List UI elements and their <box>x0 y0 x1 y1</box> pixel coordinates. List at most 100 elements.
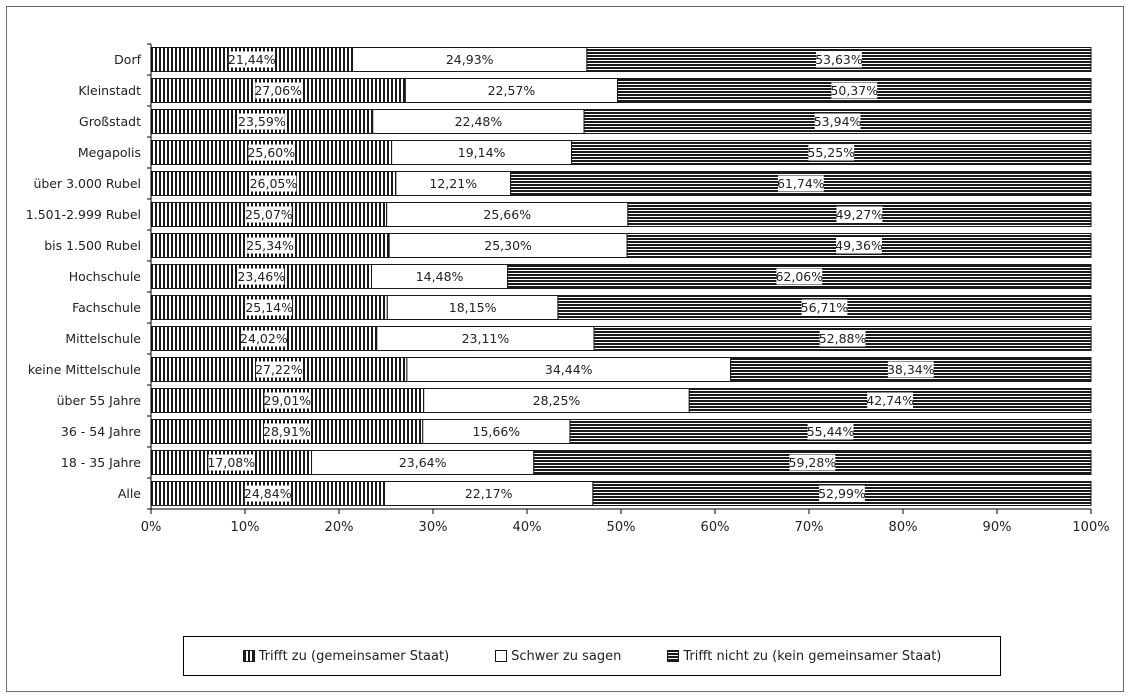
data-label: 23,46% <box>237 269 285 284</box>
data-label-bg <box>238 268 285 285</box>
category-label: über 55 Jahre <box>57 393 142 408</box>
data-label: 49,36% <box>835 238 883 253</box>
data-label-bg <box>228 51 275 68</box>
data-label: 14,48% <box>416 269 464 284</box>
data-label: 53,63% <box>815 52 863 67</box>
data-label: 52,88% <box>819 331 867 346</box>
data-label: 26,05% <box>250 176 298 191</box>
bar-segment <box>352 47 588 72</box>
data-label: 25,14% <box>245 300 293 315</box>
data-label: 25,07% <box>245 207 293 222</box>
legend-label: Schwer zu sagen <box>511 648 622 664</box>
category-label: bis 1.500 Rubel <box>44 238 141 253</box>
data-label-bg <box>248 144 295 161</box>
data-label: 27,22% <box>255 362 303 377</box>
bar-segment <box>376 326 595 351</box>
data-label-bg <box>246 299 293 316</box>
category-label: Kleinstadt <box>78 83 141 98</box>
data-label: 50,37% <box>830 83 878 98</box>
data-labels-group: 21,44% 24,93% 53,63% 27,06% 22,57% 50,37% 23,5… <box>207 51 935 502</box>
legend-item: Schwer zu sagen <box>495 649 621 664</box>
data-label-bg <box>776 268 823 285</box>
data-label: 22,57% <box>488 83 536 98</box>
legend-label: Trifft zu (gemeinsamer Staat) <box>258 648 450 664</box>
data-label-bg <box>807 423 854 440</box>
data-label: 21,44% <box>228 52 276 67</box>
axes-group: Dorf Kleinstadt Großstadt Megapolis über 3.0… <box>26 43 1110 535</box>
x-tick-label: 80% <box>889 520 918 535</box>
data-label-bg <box>816 51 862 68</box>
legend: Trifft zu (gemeinsamer Staat) Schwer zu s… <box>183 636 1001 676</box>
data-label-bg <box>819 485 865 502</box>
data-label: 22,17% <box>465 486 513 501</box>
data-label-bg <box>263 423 310 440</box>
stacked-bar-chart: 21,44% 24,93% 53,63% 27,06% 22,57% 50,37% 23,5… <box>26 43 1110 535</box>
data-label-bg <box>255 82 302 99</box>
x-tick-label: 70% <box>795 520 824 535</box>
data-label-bg <box>836 237 882 254</box>
bar-segment <box>372 109 585 134</box>
data-label: 25,66% <box>483 207 531 222</box>
category-label: Alle <box>118 486 141 501</box>
data-label: 34,44% <box>545 362 593 377</box>
legend-item: Trifft nicht zu (kein gemeinsamer Staat) <box>667 649 941 664</box>
data-label-bg <box>256 361 302 378</box>
data-label: 18,15% <box>449 300 497 315</box>
x-tick-label: 60% <box>701 520 730 535</box>
category-label: 1.501-2.999 Rubel <box>26 207 141 222</box>
data-label: 59,28% <box>789 455 837 470</box>
data-label-bg <box>245 206 292 223</box>
data-label: 23,11% <box>462 331 510 346</box>
data-label-bg <box>240 330 287 347</box>
data-label-bg <box>801 299 848 316</box>
data-label-bg <box>208 454 255 471</box>
bar-segment <box>311 450 535 475</box>
data-label-bg <box>867 392 914 409</box>
data-label-bg <box>789 454 836 471</box>
bar-segment <box>404 78 619 103</box>
data-label: 62,06% <box>775 269 823 284</box>
legend-swatch <box>495 650 508 662</box>
category-label: keine Mittelschule <box>28 362 141 377</box>
data-label: 52,99% <box>818 486 866 501</box>
chart-frame: 21,44% 24,93% 53,63% 27,06% 22,57% 50,37% 23,5… <box>6 6 1124 692</box>
data-label: 24,84% <box>244 486 292 501</box>
data-label: 29,01% <box>264 393 312 408</box>
bar-segment <box>371 264 509 289</box>
data-label: 23,64% <box>399 455 447 470</box>
category-label: Großstadt <box>79 114 141 129</box>
legend-item: Trifft zu (gemeinsamer Staat) <box>242 648 450 664</box>
data-label: 12,21% <box>429 176 477 191</box>
data-label: 17,08% <box>207 455 255 470</box>
data-label-bg <box>808 144 855 161</box>
data-label: 56,71% <box>801 300 849 315</box>
x-tick-label: 90% <box>983 520 1012 535</box>
data-label: 25,30% <box>484 238 532 253</box>
data-label-bg <box>836 206 883 223</box>
data-label-bg <box>247 237 293 254</box>
bar-segment <box>422 419 571 444</box>
bar-segment <box>388 233 628 258</box>
data-label: 55,25% <box>807 145 855 160</box>
data-label: 61,74% <box>777 176 825 191</box>
x-tick-label: 30% <box>419 520 448 535</box>
data-label: 23,59% <box>238 114 286 129</box>
data-label: 25,60% <box>247 145 295 160</box>
data-label-bg <box>887 361 934 378</box>
data-label-bg <box>238 113 285 130</box>
category-label: über 3.000 Rubel <box>33 176 141 191</box>
data-label: 24,93% <box>446 52 494 67</box>
x-tick-label: 50% <box>607 520 636 535</box>
legend-swatch <box>667 650 680 662</box>
x-tick-label: 100% <box>1072 520 1109 535</box>
data-label: 19,14% <box>458 145 506 160</box>
category-label: 18 - 35 Jahre <box>61 455 141 470</box>
data-label: 24,02% <box>240 331 288 346</box>
data-label-bg <box>244 485 291 502</box>
category-label: Fachschule <box>72 300 141 315</box>
bar-segment <box>395 171 512 196</box>
category-label: 36 - 54 Jahre <box>61 424 141 439</box>
x-tick-label: 40% <box>513 520 542 535</box>
x-tick-label: 0% <box>141 520 162 535</box>
legend-label: Trifft nicht zu (kein gemeinsamer Staat) <box>683 648 942 664</box>
